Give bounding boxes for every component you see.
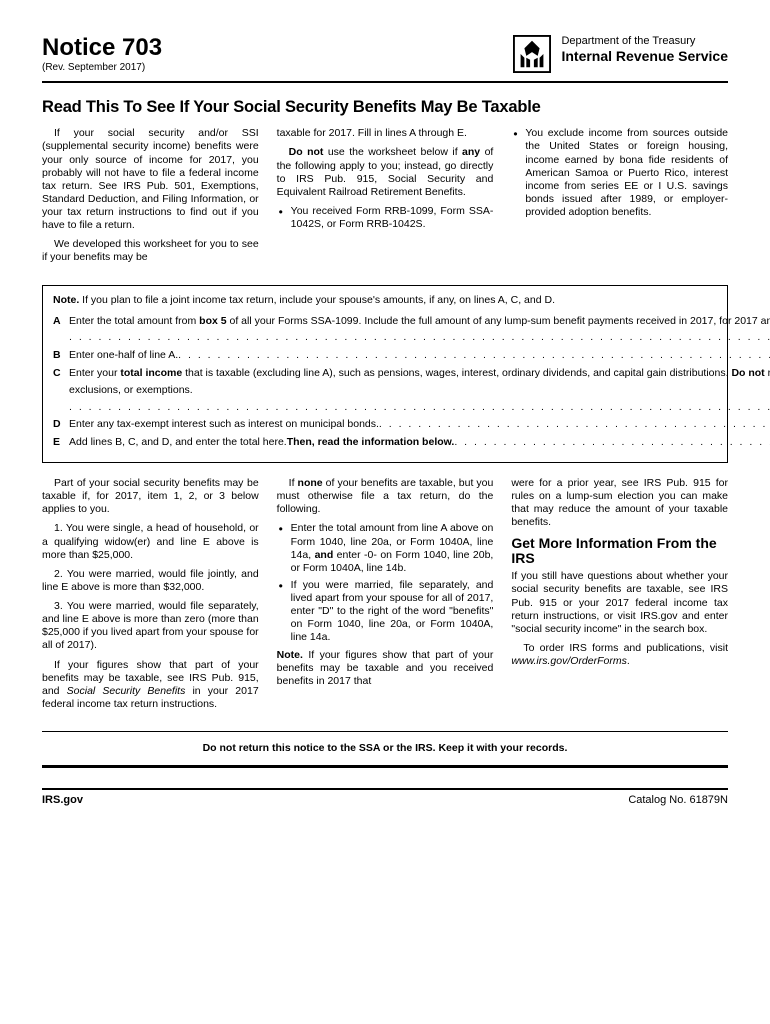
bold-text: Note. xyxy=(53,294,79,306)
lower-col-2: If none of your benefits are taxable, bu… xyxy=(277,477,494,717)
dots-leader: . . . . . . . . . . . . . . . . . . . . … xyxy=(379,416,770,433)
intro-text: If your social security and/or SSI (supp… xyxy=(42,127,259,232)
revision-date: (Rev. September 2017) xyxy=(42,62,162,75)
bold-text: Do not xyxy=(289,146,324,158)
row-text: Enter your total income that is taxable … xyxy=(69,365,770,415)
bold-text: box 5 xyxy=(199,315,226,327)
list-item: 2. You were married, would file jointly,… xyxy=(42,568,259,594)
row-text: Add lines B, C, and D, and enter the tot… xyxy=(69,434,770,451)
bullet-item: Enter the total amount from line A above… xyxy=(277,522,494,575)
intro-text: taxable for 2017. Fill in lines A throug… xyxy=(277,127,494,140)
footer-website: IRS.gov xyxy=(42,794,83,808)
worksheet-row-e: E Add lines B, C, and D, and enter the t… xyxy=(53,434,717,451)
text: If xyxy=(289,477,298,489)
irs-eagle-logo-icon xyxy=(513,35,551,73)
keep-records-notice: Do not return this notice to the SSA or … xyxy=(42,731,728,768)
text: Enter the total amount from xyxy=(69,315,199,327)
row-text: Enter one-half of line A. . . . . . . . … xyxy=(69,347,770,364)
department-block: Department of the Treasury Internal Reve… xyxy=(561,35,728,65)
irs-name: Internal Revenue Service xyxy=(561,48,728,65)
text: Part of your social security benefits ma… xyxy=(42,477,259,516)
header-left: Notice 703 (Rev. September 2017) xyxy=(42,35,162,75)
text: Add lines B, C, and D, and enter the tot… xyxy=(69,434,287,451)
row-letter: C xyxy=(53,365,69,382)
row-letter: E xyxy=(53,434,69,451)
row-text: Enter the total amount from box 5 of all… xyxy=(69,313,770,347)
bold-text: total income xyxy=(120,367,182,379)
bullet-item: You exclude income from sources outside … xyxy=(511,127,728,219)
intro-columns: If your social security and/or SSI (supp… xyxy=(42,127,728,270)
bold-text: Then, read the information below. xyxy=(287,434,455,451)
form-header: Notice 703 (Rev. September 2017) Departm… xyxy=(42,35,728,83)
row-text: Enter any tax-exempt interest such as in… xyxy=(69,416,770,433)
text: Enter your xyxy=(69,367,120,379)
notice-title: Notice 703 xyxy=(42,35,162,60)
intro-col-2: taxable for 2017. Fill in lines A throug… xyxy=(277,127,494,270)
bold-text: none xyxy=(298,477,323,489)
text: . xyxy=(627,655,630,667)
worksheet-note: Note. If you plan to file a joint income… xyxy=(53,294,717,307)
header-right: Department of the Treasury Internal Reve… xyxy=(513,35,728,73)
text: were for a prior year, see IRS Pub. 915 … xyxy=(511,477,728,530)
list-item: 1. You were single, a head of household,… xyxy=(42,522,259,561)
bold-text: any xyxy=(462,146,480,158)
text: If your figures show that part of your b… xyxy=(277,649,494,687)
bold-text: Do not xyxy=(731,367,764,379)
text: If you still have questions about whethe… xyxy=(511,570,728,636)
bullet-item: If you were married, file separately, an… xyxy=(277,579,494,645)
worksheet-box: Note. If you plan to file a joint income… xyxy=(42,285,728,464)
text: Note. If your figures show that part of … xyxy=(277,649,494,688)
text: that is taxable (excluding line A), such… xyxy=(182,367,731,379)
bold-text: Note. xyxy=(277,649,303,661)
dots-leader: . . . . . . . . . . . . . . . . . . . . … xyxy=(178,347,770,364)
text: If your figures show that part of your b… xyxy=(42,659,259,712)
list-item: 3. You were married, would file separate… xyxy=(42,600,259,653)
worksheet-row-d: D Enter any tax-exempt interest such as … xyxy=(53,416,717,433)
text: Enter one-half of line A. xyxy=(69,347,178,364)
catalog-number: Catalog No. 61879N xyxy=(628,794,728,808)
lower-col-3: were for a prior year, see IRS Pub. 915 … xyxy=(511,477,728,717)
form-footer: IRS.gov Catalog No. 61879N xyxy=(42,788,728,808)
worksheet-row-b: B Enter one-half of line A. . . . . . . … xyxy=(53,347,717,364)
intro-text: We developed this worksheet for you to s… xyxy=(42,238,259,264)
sub-heading: Get More Information From the IRS xyxy=(511,536,728,567)
intro-text: Do not use the worksheet below if any of… xyxy=(277,146,494,199)
text: Enter any tax-exempt interest such as in… xyxy=(69,416,379,433)
bullet-item: You received Form RRB-1099, Form SSA-104… xyxy=(277,205,494,231)
intro-col-3: You exclude income from sources outside … xyxy=(511,127,728,270)
worksheet-row-c: C Enter your total income that is taxabl… xyxy=(53,365,717,415)
text: use the worksheet below if xyxy=(323,146,462,158)
text: To order IRS forms and publications, vis… xyxy=(511,642,728,668)
main-heading: Read This To See If Your Social Security… xyxy=(42,97,728,118)
dots-leader: . . . . . . . . . . . . . . . . . . . . … xyxy=(69,329,770,346)
lower-columns: Part of your social security benefits ma… xyxy=(42,477,728,717)
row-letter: A xyxy=(53,313,69,330)
text: If none of your benefits are taxable, bu… xyxy=(277,477,494,516)
italic-text: Social Security Benefits xyxy=(67,685,186,697)
dots-leader: . . . . . . . . . . . . . . . . . . . . … xyxy=(454,434,770,451)
text: Enter the total amount from line A above… xyxy=(291,522,494,573)
row-letter: B xyxy=(53,347,69,364)
dept-treasury: Department of the Treasury xyxy=(561,35,728,48)
row-letter: D xyxy=(53,416,69,433)
dots-leader: . . . . . . . . . . . . . . . . . . . . … xyxy=(69,399,770,416)
intro-col-1: If your social security and/or SSI (supp… xyxy=(42,127,259,270)
worksheet-row-a: A Enter the total amount from box 5 of a… xyxy=(53,313,717,347)
text: If you plan to file a joint income tax r… xyxy=(79,294,555,306)
text: To order IRS forms and publications, vis… xyxy=(523,642,728,654)
lower-col-1: Part of your social security benefits ma… xyxy=(42,477,259,717)
italic-text: www.irs.gov/OrderForms xyxy=(511,655,627,667)
text: of all your Forms SSA-1099. Include the … xyxy=(227,315,770,327)
